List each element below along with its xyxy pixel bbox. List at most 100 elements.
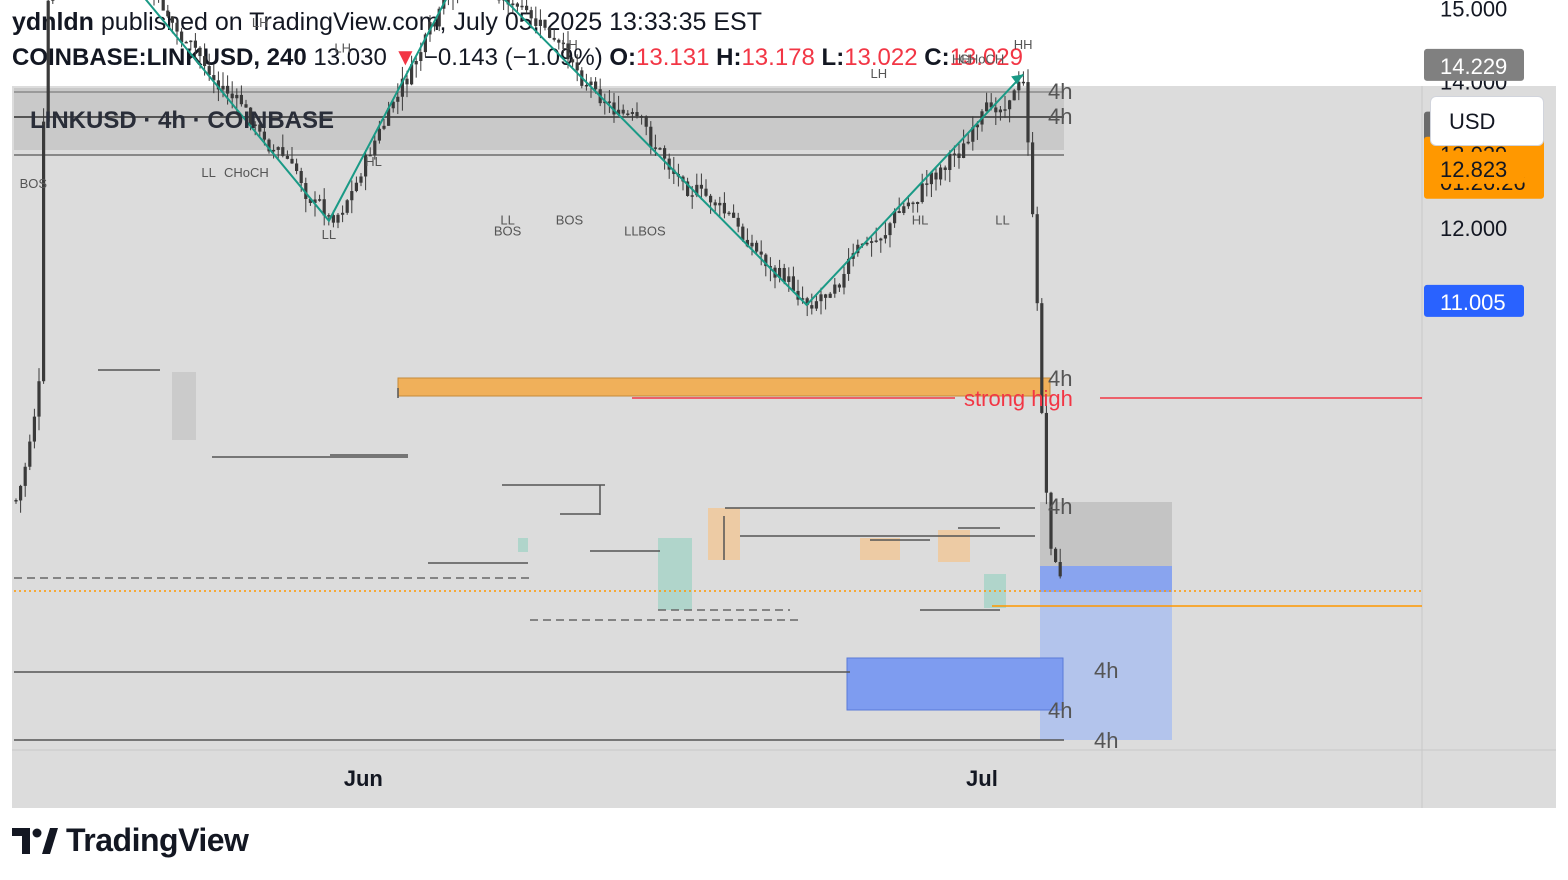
candle-body-54[interactable] bbox=[262, 131, 266, 140]
candle-body-196[interactable] bbox=[916, 202, 920, 204]
currency-button[interactable]: USD bbox=[1430, 96, 1544, 146]
candle-body-70[interactable] bbox=[336, 214, 340, 223]
candle-body-178[interactable] bbox=[833, 284, 837, 294]
candle-body-226[interactable] bbox=[1054, 548, 1058, 563]
candle-body-62[interactable] bbox=[299, 171, 303, 184]
candle-body-154[interactable] bbox=[722, 202, 726, 214]
candle-body-159[interactable] bbox=[745, 239, 749, 247]
candle-body-225[interactable] bbox=[1049, 492, 1053, 549]
candle-body-206[interactable] bbox=[962, 143, 966, 158]
candle-body-87[interactable] bbox=[414, 61, 418, 65]
candle-body-47[interactable] bbox=[230, 93, 234, 99]
candle-body-55[interactable] bbox=[267, 139, 271, 152]
candle-body-33[interactable] bbox=[166, 10, 170, 17]
candle-body-183[interactable] bbox=[856, 244, 860, 254]
candle-body-64[interactable] bbox=[308, 198, 312, 203]
candle-body-49[interactable] bbox=[239, 94, 243, 105]
candle-body-217[interactable] bbox=[1012, 90, 1016, 101]
candle-body-38[interactable] bbox=[189, 40, 193, 43]
candle-body-110[interactable] bbox=[520, 5, 524, 8]
candle-body-227[interactable] bbox=[1058, 562, 1062, 577]
candle-body-162[interactable] bbox=[759, 251, 763, 255]
candle-body-175[interactable] bbox=[819, 294, 823, 302]
candle-body-111[interactable] bbox=[525, 5, 529, 11]
candle-body-142[interactable] bbox=[667, 158, 671, 170]
candle-body-135[interactable] bbox=[635, 112, 639, 117]
candle-body-68[interactable] bbox=[327, 215, 331, 217]
candle-body-91[interactable] bbox=[433, 22, 437, 27]
candle-body-56[interactable] bbox=[272, 149, 276, 152]
candle-body-129[interactable] bbox=[607, 101, 611, 103]
candle-body-169[interactable] bbox=[791, 276, 795, 291]
candle-body-138[interactable] bbox=[649, 126, 653, 148]
candle-body-78[interactable] bbox=[373, 140, 377, 156]
candle-body-40[interactable] bbox=[198, 47, 202, 57]
candle-body-51[interactable] bbox=[249, 107, 253, 125]
candle-body-192[interactable] bbox=[897, 211, 901, 214]
candle-body-139[interactable] bbox=[653, 147, 657, 149]
candle-body-89[interactable] bbox=[423, 34, 427, 53]
candle-body-208[interactable] bbox=[971, 127, 975, 142]
candle-body-71[interactable] bbox=[341, 212, 345, 215]
candle-body-2[interactable] bbox=[23, 466, 27, 486]
candle-body-77[interactable] bbox=[368, 154, 372, 157]
candle-body-35[interactable] bbox=[175, 22, 179, 32]
candle-body-214[interactable] bbox=[998, 109, 1002, 113]
candle-body-202[interactable] bbox=[943, 167, 947, 171]
candle-body-223[interactable] bbox=[1040, 303, 1044, 413]
candle-body-157[interactable] bbox=[736, 217, 740, 227]
candle-body-42[interactable] bbox=[207, 66, 211, 76]
candle-body-201[interactable] bbox=[939, 167, 943, 180]
candle-body-177[interactable] bbox=[828, 293, 832, 298]
candle-body-124[interactable] bbox=[584, 84, 588, 87]
candle-body-80[interactable] bbox=[382, 125, 386, 129]
candle-body-39[interactable] bbox=[193, 40, 197, 48]
candle-body-109[interactable] bbox=[515, 3, 519, 7]
footer-logo[interactable]: TradingView bbox=[12, 822, 249, 859]
candle-body-1[interactable] bbox=[19, 485, 23, 501]
candle-body-199[interactable] bbox=[929, 172, 933, 185]
candle-body-115[interactable] bbox=[543, 19, 547, 28]
candle-body-187[interactable] bbox=[874, 240, 878, 242]
candle-body-189[interactable] bbox=[883, 235, 887, 239]
candle-body-219[interactable] bbox=[1021, 81, 1025, 84]
candle-body-180[interactable] bbox=[842, 273, 846, 288]
candle-body-216[interactable] bbox=[1008, 100, 1012, 110]
candle-body-83[interactable] bbox=[396, 96, 400, 102]
candle-body-195[interactable] bbox=[911, 202, 915, 205]
candle-body-174[interactable] bbox=[814, 301, 818, 309]
candle-body-147[interactable] bbox=[690, 195, 694, 197]
candle-body-186[interactable] bbox=[870, 241, 874, 243]
candle-body-75[interactable] bbox=[359, 176, 363, 183]
candle-body-211[interactable] bbox=[985, 102, 989, 112]
candle-body-161[interactable] bbox=[755, 242, 759, 252]
candle-body-112[interactable] bbox=[529, 10, 533, 19]
candle-body-37[interactable] bbox=[184, 41, 188, 44]
candle-body-120[interactable] bbox=[566, 43, 570, 60]
candle-body-185[interactable] bbox=[865, 242, 869, 245]
candle-body-69[interactable] bbox=[331, 215, 335, 223]
candle-body-213[interactable] bbox=[994, 107, 998, 113]
candle-body-63[interactable] bbox=[304, 183, 308, 199]
candle-body-48[interactable] bbox=[235, 94, 239, 99]
candle-body-8[interactable] bbox=[51, 0, 55, 1]
candle-body-194[interactable] bbox=[906, 202, 910, 207]
candle-body-3[interactable] bbox=[28, 441, 32, 467]
chart-legend-title[interactable]: LINKUSD · 4h · COINBASE bbox=[30, 107, 334, 134]
candle-body-172[interactable] bbox=[805, 298, 809, 306]
candle-body-53[interactable] bbox=[258, 124, 262, 132]
candle-body-36[interactable] bbox=[180, 31, 184, 43]
candle-body-220[interactable] bbox=[1026, 82, 1030, 143]
candle-body-46[interactable] bbox=[226, 85, 230, 94]
candle-body-0[interactable] bbox=[14, 500, 18, 502]
candle-body-224[interactable] bbox=[1044, 412, 1048, 493]
candle-body-163[interactable] bbox=[764, 254, 768, 267]
candle-body-32[interactable] bbox=[161, 0, 165, 11]
candle-body-131[interactable] bbox=[617, 109, 621, 115]
candle-body-122[interactable] bbox=[575, 62, 579, 71]
candle-body-221[interactable] bbox=[1031, 142, 1035, 215]
candle-body-200[interactable] bbox=[934, 172, 938, 180]
candle-body-205[interactable] bbox=[957, 153, 961, 158]
candle-body-152[interactable] bbox=[713, 202, 717, 206]
